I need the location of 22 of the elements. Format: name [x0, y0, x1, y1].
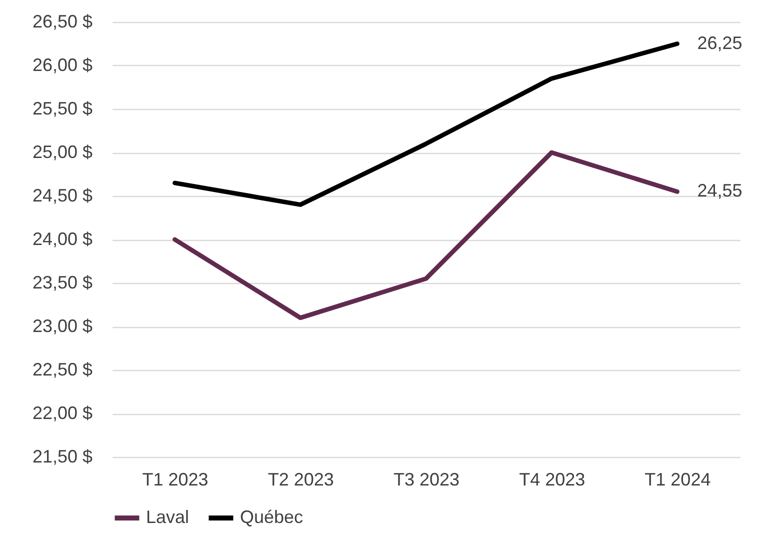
y-tick-label: 22,00 $: [32, 403, 92, 423]
y-tick-label: 26,00 $: [32, 55, 92, 75]
y-tick-label: 22,50 $: [32, 360, 92, 380]
line-series: [172, 42, 680, 207]
x-tick-label: T3 2023: [393, 470, 460, 490]
y-tick-label: 21,50 $: [32, 446, 92, 466]
x-tick-label: T4 2023: [519, 470, 586, 490]
y-tick-label: 24,50 $: [32, 186, 92, 206]
data-label: 24,55: [697, 180, 742, 201]
line-series: [172, 150, 680, 320]
y-tick-label: 23,00 $: [32, 316, 92, 336]
y-tick-label: 23,50 $: [32, 272, 92, 292]
x-tick-label: T1 2023: [142, 470, 208, 490]
y-tick-label: 26,50 $: [32, 12, 92, 32]
x-tick-label: T1 2024: [644, 470, 711, 490]
x-tick-label: T2 2023: [268, 470, 334, 490]
y-tick-label: 25,50 $: [32, 98, 92, 118]
y-tick-label: 24,00 $: [32, 229, 92, 249]
y-tick-label: 25,00 $: [32, 142, 92, 162]
data-label: 26,25: [697, 32, 742, 53]
legend-label: Québec: [240, 507, 304, 527]
legend-label: Laval: [146, 507, 190, 527]
